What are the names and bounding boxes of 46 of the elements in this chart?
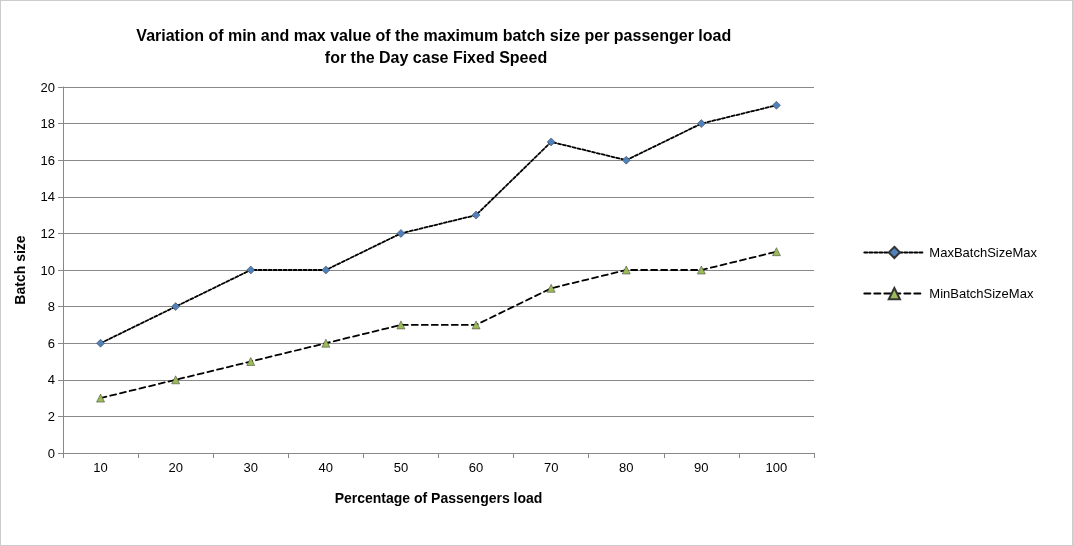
legend-label: MaxBatchSizeMax: [929, 244, 1038, 260]
point: [96, 393, 105, 403]
point: [471, 210, 481, 220]
point: [321, 265, 331, 275]
point: [697, 119, 706, 128]
y-tick-label: 4: [47, 372, 55, 388]
point: [246, 357, 255, 366]
point: [246, 265, 255, 275]
point: [396, 229, 406, 238]
x-tick-label: 40: [318, 460, 334, 475]
x-tick-label: 60: [468, 460, 484, 475]
x-tick-label: 90: [694, 460, 709, 475]
point: [396, 320, 406, 330]
y-tick-label: 8: [47, 299, 55, 315]
point: [546, 284, 556, 293]
x-tick-label: 10: [93, 460, 108, 475]
y-tick-label: 10: [40, 262, 55, 278]
x-tick-label: 100: [765, 460, 788, 475]
y-tick-label: 6: [47, 335, 55, 351]
y-tick-label: 0: [47, 445, 55, 461]
y-axis-title: Batch size: [12, 235, 28, 305]
x-tick-label: 20: [168, 460, 183, 475]
x-axis-title: Percentage of Passengers load: [334, 490, 543, 506]
point: [321, 338, 331, 348]
point: [697, 265, 706, 275]
point: [772, 101, 781, 110]
point: [171, 375, 180, 385]
y-tick-label: 18: [40, 116, 55, 132]
y-tick-label: 20: [40, 79, 55, 95]
x-tick-label: 70: [543, 460, 559, 475]
y-tick-label: 16: [40, 152, 55, 168]
chart-title: Variation of min and max value of the maximum batch size per passenger load for the Day case Fixed Speed: [136, 26, 736, 66]
legend-label: MinBatchSizeMax: [929, 286, 1034, 302]
point: [622, 155, 631, 165]
point: [546, 137, 556, 147]
point: [471, 320, 481, 330]
point: [772, 247, 781, 256]
y-tick-label: 12: [40, 225, 55, 241]
x-tick-label: 30: [243, 460, 258, 475]
point: [96, 338, 105, 348]
x-tick-label: 50: [393, 460, 409, 475]
y-tick-label: 14: [40, 189, 55, 205]
x-tick-label: 80: [619, 460, 634, 475]
y-tick-label: 2: [47, 408, 55, 424]
point: [171, 302, 180, 311]
point: [622, 265, 631, 275]
